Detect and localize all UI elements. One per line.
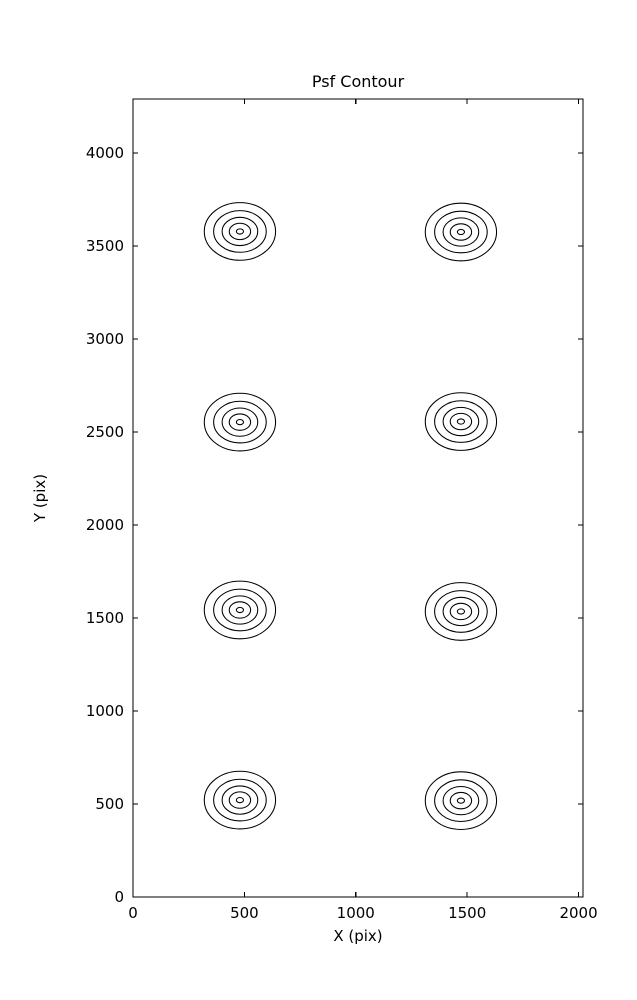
page-title: Psf Contour bbox=[312, 72, 405, 91]
psf-source-source-r4-c2 bbox=[424, 771, 498, 830]
y-tick-label: 1500 bbox=[86, 609, 124, 627]
contour-level-4 bbox=[228, 413, 252, 431]
contour-level-4 bbox=[449, 602, 473, 621]
y-tick-label: 2500 bbox=[86, 423, 124, 441]
contour-level-3 bbox=[221, 216, 259, 247]
contour-level-4 bbox=[449, 791, 473, 810]
contour-level-3 bbox=[442, 785, 480, 816]
contour-level-5 bbox=[456, 797, 466, 804]
contour-level-1 bbox=[424, 202, 498, 262]
psf-source-source-r4-c1 bbox=[203, 770, 277, 830]
contour-level-2 bbox=[434, 779, 488, 822]
axes-frame bbox=[132, 98, 584, 898]
contour-level-5 bbox=[456, 608, 466, 615]
x-tick-label: 2000 bbox=[559, 904, 597, 922]
contour-level-1 bbox=[203, 770, 277, 830]
psf-source-source-r2-c2 bbox=[424, 392, 498, 451]
psf-source-source-r1-c1 bbox=[203, 202, 277, 261]
y-tick-label: 1000 bbox=[86, 702, 124, 720]
x-tick-label: 1500 bbox=[448, 904, 486, 922]
contour-level-1 bbox=[203, 580, 277, 640]
y-tick-label: 500 bbox=[95, 795, 124, 813]
contour-level-1 bbox=[203, 202, 277, 261]
contour-level-2 bbox=[213, 400, 267, 444]
contour-level-3 bbox=[442, 406, 480, 437]
contour-level-4 bbox=[228, 601, 252, 619]
contour-level-4 bbox=[228, 791, 252, 809]
contour-level-3 bbox=[442, 217, 480, 247]
contour-level-5 bbox=[456, 228, 466, 236]
x-axis-label: X (pix) bbox=[333, 927, 382, 945]
contour-level-1 bbox=[424, 771, 498, 830]
y-tick-label: 0 bbox=[114, 888, 124, 906]
contour-level-5 bbox=[235, 418, 245, 426]
contour-level-2 bbox=[434, 400, 488, 443]
x-tick-label: 1000 bbox=[337, 904, 375, 922]
contour-level-1 bbox=[424, 392, 498, 451]
x-tick-label: 0 bbox=[128, 904, 138, 922]
psf-source-source-r3-c2 bbox=[424, 582, 498, 641]
x-tick-label: 500 bbox=[230, 904, 259, 922]
contour-level-2 bbox=[213, 210, 267, 253]
contour-level-4 bbox=[449, 223, 473, 241]
y-axis-ticks: 0 500 1000 1500 2000 2500 3000 3500 4000 bbox=[86, 144, 583, 906]
contour-level-5 bbox=[235, 606, 245, 614]
contour-level-3 bbox=[442, 596, 480, 627]
contour-level-2 bbox=[434, 590, 488, 633]
contour-level-4 bbox=[228, 222, 252, 241]
contour-level-2 bbox=[213, 588, 267, 632]
contour-series bbox=[203, 202, 498, 830]
psf-source-source-r3-c1 bbox=[203, 580, 277, 640]
contour-level-3 bbox=[221, 407, 259, 437]
psf-source-source-r2-c1 bbox=[203, 392, 277, 452]
contour-level-1 bbox=[203, 392, 277, 452]
y-axis-label: Y (pix) bbox=[31, 474, 49, 523]
contour-level-3 bbox=[221, 595, 259, 625]
y-tick-label: 3500 bbox=[86, 237, 124, 255]
contour-level-1 bbox=[424, 582, 498, 641]
contour-level-5 bbox=[235, 228, 245, 235]
contour-level-4 bbox=[449, 412, 473, 431]
psf-source-source-r1-c2 bbox=[424, 202, 498, 262]
contour-level-2 bbox=[434, 210, 488, 254]
y-tick-label: 3000 bbox=[86, 330, 124, 348]
contour-level-3 bbox=[221, 785, 259, 815]
contour-level-5 bbox=[235, 796, 245, 804]
y-tick-label: 4000 bbox=[86, 144, 124, 162]
contour-level-2 bbox=[213, 778, 267, 822]
contour-level-5 bbox=[456, 418, 466, 425]
x-axis-ticks: 0 500 1000 1500 2000 bbox=[128, 99, 598, 922]
y-tick-label: 2000 bbox=[86, 516, 124, 534]
